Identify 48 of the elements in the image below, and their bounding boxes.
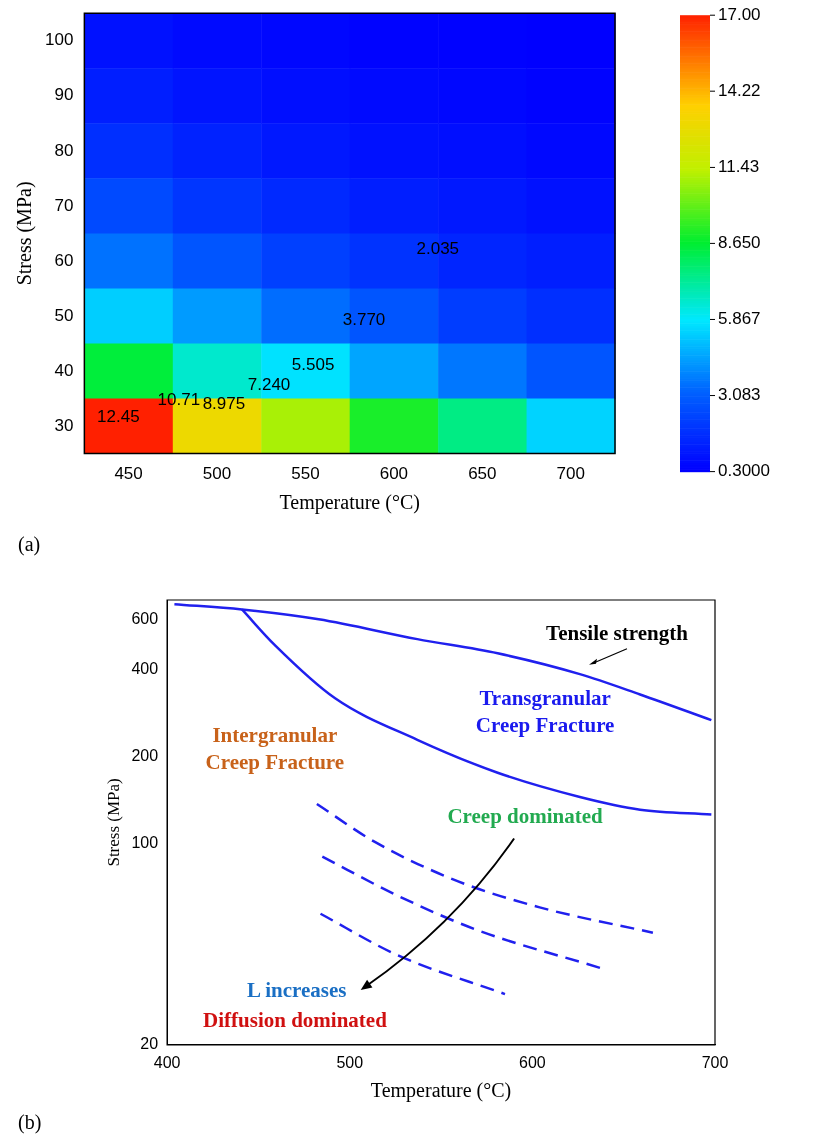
x-tick-label: 450: [114, 464, 143, 484]
y-tick-label: 200: [131, 747, 159, 765]
y-tick-label: 90: [54, 85, 74, 105]
y-tick-label: 20: [140, 1035, 159, 1053]
annotation: Transgranular Creep Fracture: [475, 685, 615, 737]
color-bar-label: 3.083: [718, 385, 761, 405]
annotation: 5.505: [291, 354, 335, 374]
x-axis-title: Temperature (°C): [370, 1079, 512, 1103]
annotation: Tensile strength: [546, 621, 689, 646]
x-tick-label: 500: [336, 1053, 364, 1071]
y-tick-label: 100: [44, 30, 74, 50]
x-tick-label: 500: [202, 464, 232, 484]
x-axis-title: Temperature (°C): [279, 491, 420, 515]
x-tick-label: 700: [701, 1053, 729, 1071]
y-tick-label: 70: [54, 195, 74, 215]
annotation: Intergranular Creep Fracture: [205, 722, 345, 774]
color-bar-label: 8.650: [718, 233, 761, 253]
text: (b): [18, 1111, 42, 1135]
color-bar-label: 0.3000: [718, 461, 770, 481]
x-tick-label: 650: [468, 464, 497, 484]
color-bar-label: 11.43: [718, 157, 760, 177]
y-tick-label: 80: [54, 140, 74, 160]
annotation: L increases: [247, 978, 347, 1003]
y-tick-label: 400: [131, 660, 159, 678]
y-tick-label: 40: [54, 360, 74, 380]
color-bar-label: 5.867: [718, 309, 761, 329]
x-tick-label: 550: [291, 464, 320, 484]
annotation: 2.035: [416, 239, 460, 259]
annotation: 7.240: [247, 375, 291, 395]
y-tick-label: 50: [54, 305, 74, 325]
y-tick-label: 600: [131, 609, 159, 627]
x-tick-label: 600: [519, 1053, 546, 1071]
annotation: 12.45: [97, 406, 140, 426]
y-axis-title: Stress (MPa): [13, 181, 37, 286]
annotation: 8.975: [202, 394, 246, 414]
y-tick-label: 60: [54, 250, 74, 270]
y-axis-title: Stress (MPa): [103, 778, 123, 867]
x-tick-label: 400: [153, 1053, 181, 1071]
color-bar-label: 17.00: [718, 4, 761, 24]
annotation: Creep dominated: [447, 803, 604, 828]
annotation: Diffusion dominated: [203, 1008, 388, 1033]
y-tick-label: 30: [54, 415, 74, 435]
y-tick-label: 100: [131, 833, 159, 851]
annotation: 3.770: [342, 310, 386, 330]
x-tick-label: 600: [379, 464, 409, 484]
x-tick-label: 700: [556, 464, 585, 484]
text: (a): [18, 533, 41, 557]
color-bar-label: 14.22: [718, 80, 761, 100]
